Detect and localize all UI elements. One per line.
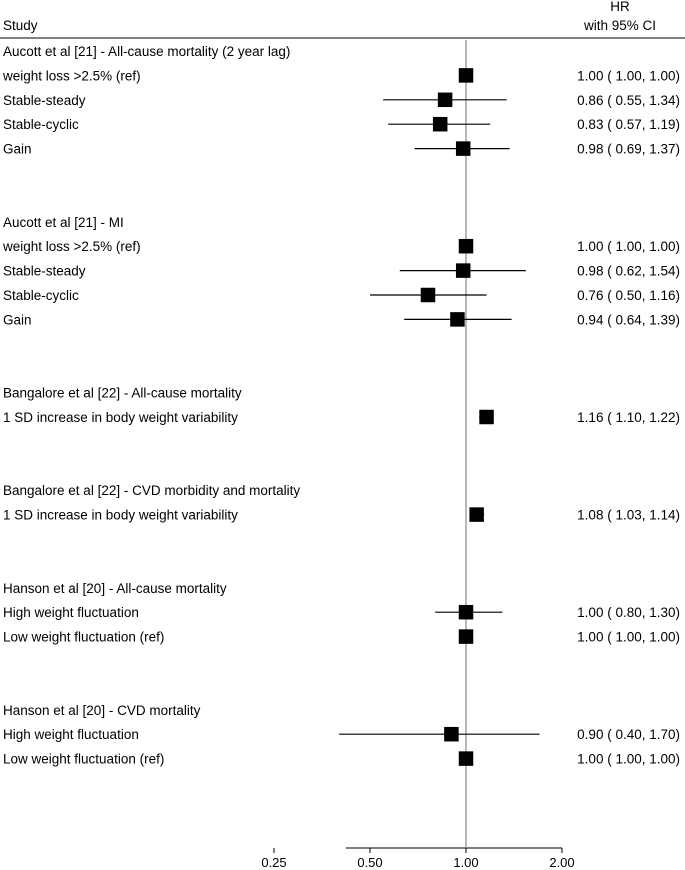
row-label: Low weight fluctuation (ref) (3, 630, 164, 645)
group-title: Bangalore et al [22] - CVD morbidity and… (3, 483, 300, 498)
group-title: Hanson et al [20] - CVD mortality (3, 703, 201, 718)
hr-ci-value: 1.00 ( 0.80, 1.30) (577, 605, 680, 620)
point-estimate-marker (450, 312, 465, 327)
row-label: Gain (3, 142, 32, 157)
group-title: Hanson et al [20] - All-cause mortality (3, 581, 227, 596)
point-estimate-marker (455, 263, 471, 278)
row-label: High weight fluctuation (3, 605, 139, 620)
point-estimate-marker (455, 141, 471, 156)
row-label: Stable-steady (3, 264, 86, 279)
study-column-header: Study (3, 18, 38, 33)
point-estimate-marker (437, 92, 453, 108)
hr-ci-value: 1.08 ( 1.03, 1.14) (577, 508, 680, 523)
hr-ci-value: 1.16 ( 1.10, 1.22) (577, 410, 680, 425)
row-label: Low weight fluctuation (ref) (3, 752, 164, 767)
row-label: Stable-cyclic (3, 288, 79, 303)
hr-ci-value: 0.98 ( 0.62, 1.54) (577, 264, 680, 279)
hr-ci-value: 0.86 ( 0.55, 1.34) (577, 93, 680, 108)
ci-column-header: with 95% CI (583, 18, 656, 33)
row-label: 1 SD increase in body weight variability (3, 508, 238, 523)
group-title: Aucott et al [21] - All-cause mortality … (3, 44, 290, 59)
hr-ci-value: 1.00 ( 1.00, 1.00) (577, 630, 680, 645)
row-label: 1 SD increase in body weight variability (3, 410, 238, 425)
hr-ci-value: 1.00 ( 1.00, 1.00) (577, 239, 680, 254)
x-tick-label: 2.00 (549, 855, 574, 870)
point-estimate-marker (420, 287, 436, 303)
point-estimate-marker (458, 751, 474, 766)
row-label: Stable-steady (3, 93, 86, 108)
group-title: Aucott et al [21] - MI (3, 215, 124, 230)
row-label: weight loss >2.5% (ref) (2, 68, 141, 83)
row-label: High weight fluctuation (3, 727, 139, 742)
x-tick-label: 0.25 (261, 855, 286, 870)
x-tick-label: 1.00 (453, 855, 478, 870)
row-label: Gain (3, 312, 32, 327)
point-estimate-marker (458, 68, 474, 83)
hr-ci-value: 0.76 ( 0.50, 1.16) (577, 288, 680, 303)
point-estimate-marker (458, 629, 474, 644)
x-tick-label: 0.50 (357, 855, 382, 870)
point-estimate-marker (432, 116, 448, 132)
forest-rows: Aucott et al [21] - All-cause mortality … (2, 40, 680, 847)
point-estimate-marker (444, 726, 459, 742)
hr-ci-value: 0.83 ( 0.57, 1.19) (577, 117, 680, 132)
hr-ci-value: 0.98 ( 0.69, 1.37) (577, 142, 680, 157)
hr-ci-value: 0.90 ( 0.40, 1.70) (577, 727, 680, 742)
point-estimate-marker (458, 604, 474, 620)
group-title: Bangalore et al [22] - All-cause mortali… (3, 386, 242, 401)
x-axis: 0.25 0.50 1.00 2.00 (261, 847, 575, 870)
point-estimate-marker (479, 409, 494, 425)
row-label: weight loss >2.5% (ref) (2, 239, 141, 254)
hr-column-header: HR (610, 0, 630, 14)
point-estimate-marker (469, 507, 484, 522)
hr-ci-value: 1.00 ( 1.00, 1.00) (577, 68, 680, 83)
point-estimate-marker (458, 238, 474, 254)
hr-ci-value: 1.00 ( 1.00, 1.00) (577, 752, 680, 767)
hr-ci-value: 0.94 ( 0.64, 1.39) (577, 312, 680, 327)
row-label: Stable-cyclic (3, 117, 79, 132)
